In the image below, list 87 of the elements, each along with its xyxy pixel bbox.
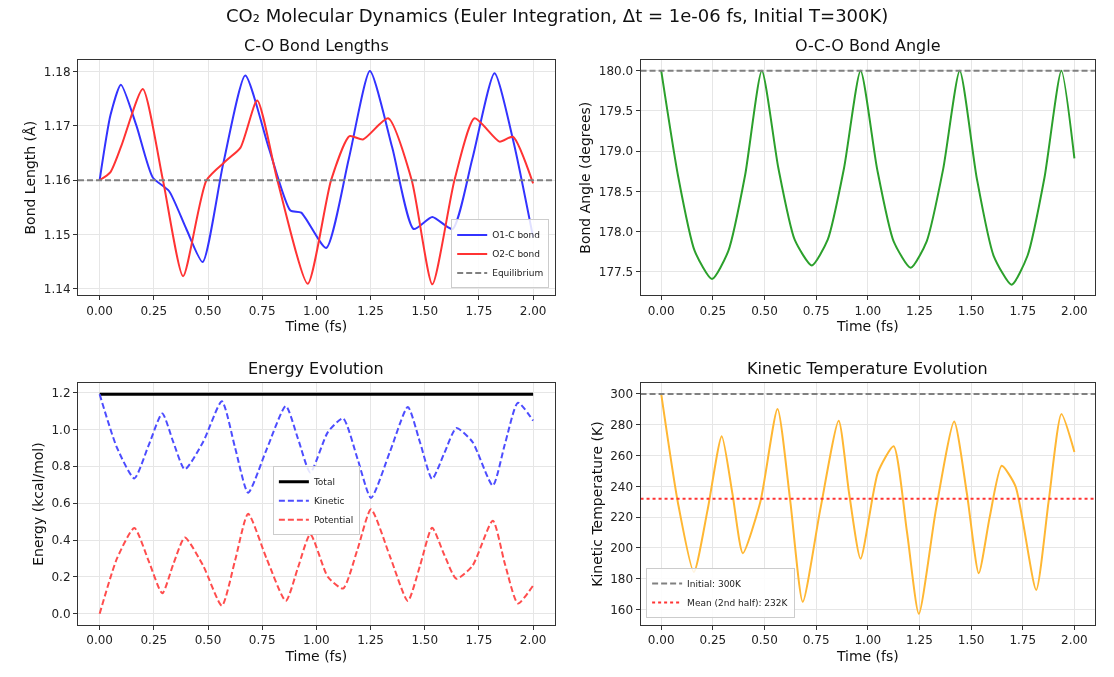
y-tick-label: 1.0: [51, 422, 71, 437]
y-tick-label: 240: [610, 479, 634, 494]
y-tick-label: 300: [610, 387, 634, 402]
y-tick-label: 1.17: [43, 119, 71, 134]
x-tick-label: 1.50: [957, 303, 985, 318]
x-tick-label: 2.00: [1061, 633, 1088, 648]
x-tick-label: 0.00: [86, 633, 114, 648]
x-tick-label: 1.75: [1009, 633, 1037, 648]
x-tick-label: 0.75: [802, 303, 830, 318]
x-axis-title: Time (fs): [284, 317, 348, 334]
x-tick-label: 1.50: [411, 303, 439, 318]
line-series: [660, 69, 1076, 286]
x-tick-label: 0.50: [194, 303, 222, 318]
x-tick-label: 0.25: [140, 303, 168, 318]
y-tick-label: 179.0: [598, 144, 634, 159]
x-tick-label: 1.00: [854, 633, 882, 648]
y-axis-title: Bond Angle (degrees): [577, 101, 594, 254]
y-tick-label: 180.0: [598, 63, 634, 78]
x-tick-label: 1.25: [357, 303, 384, 318]
line-series: [98, 508, 535, 615]
y-tick-label: 0.0: [51, 607, 71, 621]
text: CO₂ Molecular Dynamics (Euler Integration, Δt = 1e-06 fs, Initial T=300K): [226, 5, 889, 26]
legend-label: Initial: 300K: [687, 579, 743, 590]
legend-label: Kinetic: [313, 496, 345, 507]
line-series: [660, 392, 1076, 615]
x-tick-label: 1.75: [465, 303, 493, 318]
y-tick-label: 280: [610, 417, 634, 432]
legend-label: Total: [312, 477, 335, 488]
y-tick-label: 0.6: [51, 496, 71, 511]
x-tick-label: 1.75: [1009, 303, 1037, 318]
y-tick-label: 0.4: [51, 533, 71, 548]
x-tick-label: 0.75: [248, 633, 276, 648]
x-tick-label: 1.75: [465, 633, 493, 648]
y-tick-label: 1.15: [43, 227, 71, 242]
x-tick-label: 2.00: [1061, 303, 1088, 318]
y-tick-label: 1.16: [43, 173, 71, 188]
x-tick-label: 0.50: [751, 303, 778, 318]
legend-label: Potential: [313, 515, 354, 526]
legend-label: Equilibrium: [492, 268, 544, 279]
chart-title: Kinetic Temperature Evolution: [747, 359, 988, 378]
x-axis-title: Time (fs): [835, 647, 899, 664]
y-tick-label: 1.14: [43, 281, 71, 296]
x-tick-label: 2.00: [519, 633, 547, 648]
y-tick-label: 177.5: [598, 265, 634, 280]
y-axis-title: Energy (kcal/mol): [30, 442, 47, 566]
x-tick-label: 0.25: [699, 633, 727, 648]
chart-title: O-C-O Bond Angle: [795, 36, 941, 55]
x-tick-label: 1.50: [411, 633, 439, 648]
x-tick-label: 0.25: [699, 303, 727, 318]
x-tick-label: 0.75: [248, 303, 276, 318]
y-tick-label: 178.0: [598, 224, 634, 239]
x-tick-label: 0.75: [802, 633, 830, 648]
x-tick-label: 1.50: [957, 633, 985, 648]
x-tick-label: 1.25: [906, 633, 933, 648]
x-tick-label: 2.00: [519, 303, 547, 318]
y-tick-label: 260: [610, 448, 634, 463]
x-tick-label: 0.00: [86, 303, 114, 318]
x-tick-label: 0.50: [194, 633, 222, 648]
x-tick-label: 0.25: [140, 633, 168, 648]
legend-label: O2-C bond: [492, 249, 541, 260]
x-tick-label: 1.25: [357, 633, 384, 648]
y-tick-label: 178.5: [598, 184, 634, 199]
y-tick-label: 0.8: [51, 459, 71, 474]
y-tick-label: 179.5: [598, 104, 634, 119]
legend-label: O1-C bond: [492, 230, 541, 241]
chart-title: Energy Evolution: [248, 359, 384, 378]
x-axis-title: Time (fs): [284, 647, 348, 664]
line-series: [98, 393, 535, 499]
y-tick-label: 1.2: [51, 385, 71, 400]
y-axis-title: Bond Length (Å): [22, 120, 39, 235]
x-tick-label: 1.00: [854, 303, 882, 318]
y-tick-label: 200: [610, 541, 634, 556]
x-tick-label: 1.25: [906, 303, 933, 318]
y-tick-label: 160: [610, 602, 634, 617]
x-tick-label: 1.00: [303, 633, 330, 648]
y-tick-label: 0.2: [51, 570, 71, 585]
x-tick-label: 0.00: [647, 303, 675, 318]
x-tick-label: 0.50: [751, 633, 778, 648]
x-tick-label: 0.00: [647, 633, 675, 648]
y-axis-title: Kinetic Temperature (K): [588, 421, 605, 587]
legend-label: Mean (2nd half): 232K: [687, 598, 789, 609]
y-tick-label: 180: [610, 571, 634, 586]
x-axis-title: Time (fs): [835, 317, 899, 334]
x-tick-label: 1.00: [303, 303, 330, 318]
chart-title: C-O Bond Lengths: [244, 36, 389, 55]
y-tick-label: 1.18: [43, 64, 71, 79]
y-tick-label: 220: [610, 510, 634, 525]
